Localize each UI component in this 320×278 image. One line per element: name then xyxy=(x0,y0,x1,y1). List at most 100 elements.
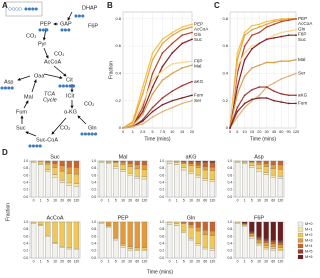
point xyxy=(171,90,174,93)
node-label: Oaa xyxy=(34,73,45,79)
series-line xyxy=(122,100,193,129)
co2-label: CO₂ xyxy=(60,125,70,131)
y-axis-label: Fraction xyxy=(5,203,11,221)
point xyxy=(258,97,261,99)
y-tick-label: 0.4 xyxy=(23,241,28,245)
series-line xyxy=(229,86,296,129)
node-label: Cit xyxy=(66,77,73,83)
y-tick-label: 0 xyxy=(119,125,122,130)
x-tick-label: 60 xyxy=(67,259,71,263)
bar-segment xyxy=(141,249,148,251)
carbon-dot xyxy=(68,84,72,88)
bar-segment xyxy=(106,226,112,228)
bar-segment xyxy=(263,172,269,175)
bar-segment xyxy=(242,226,248,259)
bar-segment xyxy=(188,239,194,259)
point xyxy=(273,82,275,84)
bar-segment xyxy=(209,170,216,180)
bar-segment xyxy=(242,225,248,227)
bar-segment xyxy=(277,247,284,250)
carbon-dot xyxy=(28,144,32,148)
panel-title: F6P xyxy=(254,215,264,221)
point xyxy=(161,52,164,54)
bar-segment xyxy=(249,167,255,198)
bar-segment xyxy=(181,230,187,233)
bar-segment xyxy=(209,179,216,182)
bar-segment xyxy=(38,164,44,198)
bar-segment xyxy=(113,237,119,239)
bar-segment xyxy=(209,248,216,251)
legend-label: M+0 xyxy=(305,222,313,226)
point xyxy=(280,20,283,23)
bar-segment xyxy=(256,243,262,246)
bar-segment xyxy=(120,221,126,245)
x-tick-label: 120 xyxy=(74,259,80,263)
bar-segment xyxy=(256,242,262,245)
x-tick-label: 10 xyxy=(243,130,247,134)
bar-segment xyxy=(242,161,248,164)
bar-segment xyxy=(98,161,105,163)
bar-segment xyxy=(66,182,72,186)
x-tick-label: 60 xyxy=(135,259,139,263)
bar-segment xyxy=(188,173,194,198)
bar-segment xyxy=(30,161,37,163)
point xyxy=(141,106,144,109)
x-tick-label: 5 xyxy=(115,259,117,263)
x-tick-label: 120 xyxy=(293,130,299,134)
y-tick-label: 0.8 xyxy=(222,16,228,21)
carbon-dot xyxy=(45,28,49,32)
bar-segment xyxy=(202,162,208,167)
bar-segment xyxy=(256,164,262,170)
bar-segment xyxy=(195,165,201,168)
y-tick-label: 0.0 xyxy=(91,256,96,260)
series-label: aKG xyxy=(298,92,308,97)
point xyxy=(243,31,246,34)
carbon-dot xyxy=(41,28,45,32)
bar-segment xyxy=(134,247,140,250)
y-tick-label: 0 xyxy=(226,125,229,130)
point xyxy=(141,92,144,95)
bar-segment xyxy=(263,248,269,259)
bar-segment xyxy=(195,160,201,163)
bar-segment xyxy=(45,162,51,165)
x-tick-label: 2.5 xyxy=(140,130,145,134)
x-tick-label: 5 xyxy=(251,259,253,263)
bar-segment xyxy=(59,221,65,247)
x-tick-label: 5 xyxy=(47,198,49,202)
bar-segment xyxy=(73,167,80,175)
y-tick-label: 0.8 xyxy=(159,227,164,231)
y-tick-label: 0.2 xyxy=(159,249,164,253)
bar-segment xyxy=(234,162,241,198)
x-tick-label: 5 xyxy=(251,198,253,202)
bar-segment xyxy=(134,249,140,251)
bar-segment xyxy=(249,232,255,234)
bar-segment xyxy=(113,221,119,238)
bar-segment xyxy=(166,163,173,198)
bar-segment xyxy=(38,224,44,226)
bar-segment xyxy=(120,171,126,198)
point xyxy=(171,34,174,37)
series-label: AcCoA xyxy=(194,27,209,32)
bar-segment xyxy=(113,161,119,163)
bar-segment xyxy=(59,247,65,259)
point xyxy=(287,75,290,78)
panel-label: C xyxy=(214,1,220,10)
x-tick-label: 15 xyxy=(250,130,254,134)
bar-segment xyxy=(134,160,140,165)
bar-segment xyxy=(270,168,276,176)
x-tick-label: 5 xyxy=(152,130,154,134)
y-tick-label: 0.4 xyxy=(159,180,164,184)
point xyxy=(273,90,275,93)
legend-box xyxy=(5,1,43,17)
bar-segment xyxy=(277,244,284,248)
bar-segment xyxy=(30,222,37,224)
legend-label: M+3 xyxy=(305,239,313,243)
series-line xyxy=(229,18,296,129)
bar-segment xyxy=(242,224,248,226)
bar-segment xyxy=(134,176,140,179)
node-label: Suc xyxy=(16,125,26,131)
x-tick-label: 10 xyxy=(257,259,261,263)
x-tick-label: 0 xyxy=(122,130,124,134)
co2-label: CO₂ xyxy=(84,101,94,107)
x-tick-label: 5 xyxy=(115,198,117,202)
